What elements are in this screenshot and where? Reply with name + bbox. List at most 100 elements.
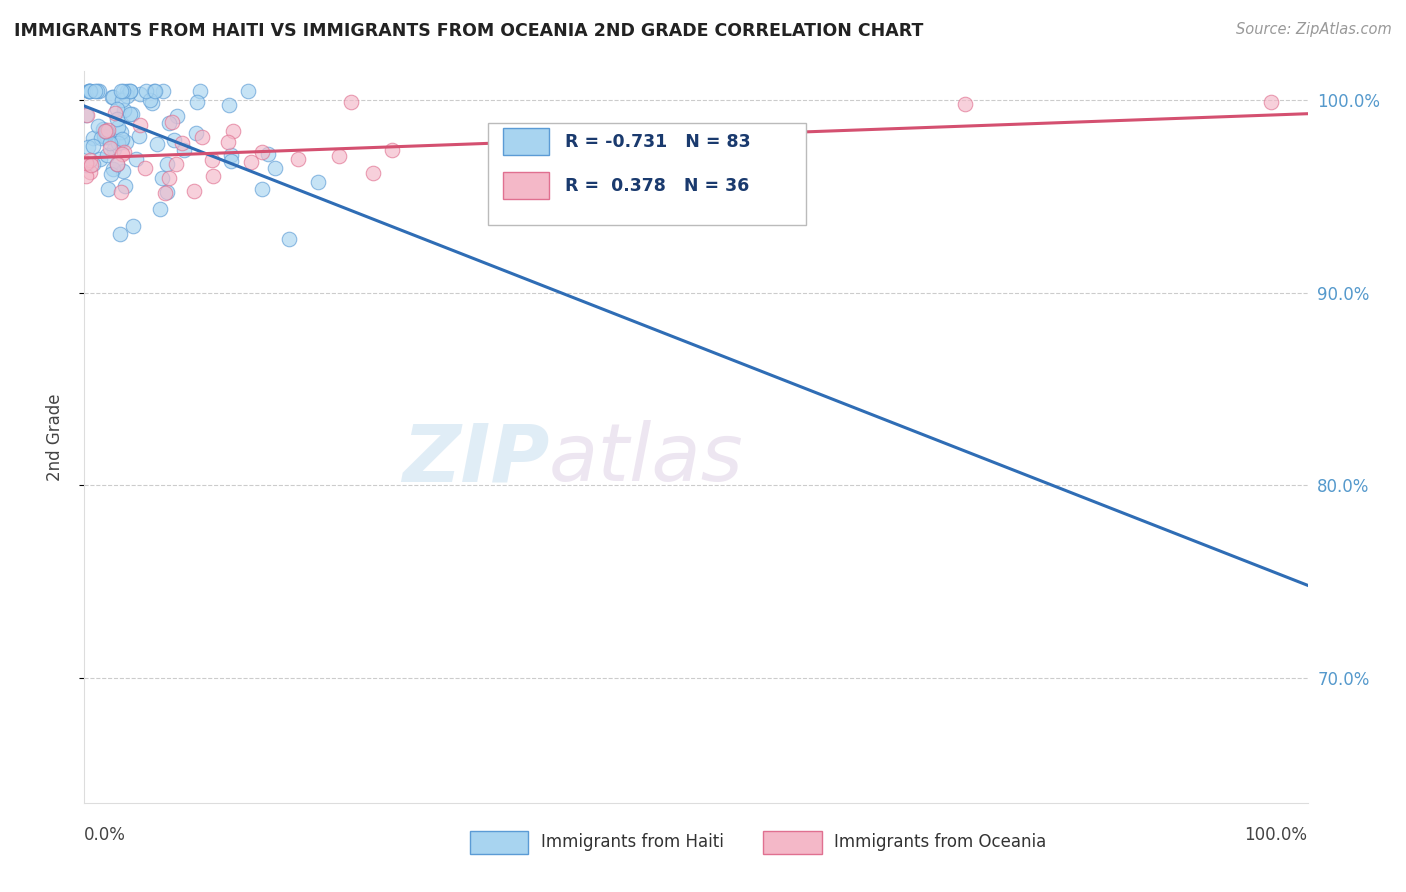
Point	[105, 103, 128, 117]
Point	[129, 118, 152, 132]
Point	[118, 84, 141, 98]
Point	[75, 108, 97, 122]
Point	[129, 87, 152, 102]
Point	[111, 164, 134, 178]
Point	[160, 115, 183, 129]
Point	[96, 123, 118, 137]
Point	[143, 85, 166, 99]
Point	[79, 84, 101, 98]
Point	[90, 131, 112, 145]
Point	[381, 143, 404, 157]
Text: IMMIGRANTS FROM HAITI VS IMMIGRANTS FROM OCEANIA 2ND GRADE CORRELATION CHART: IMMIGRANTS FROM HAITI VS IMMIGRANTS FROM…	[14, 22, 924, 40]
Point	[110, 135, 132, 149]
Point	[82, 157, 104, 171]
Point	[77, 84, 100, 98]
FancyBboxPatch shape	[763, 830, 823, 854]
Point	[93, 122, 115, 136]
Text: 0.0%: 0.0%	[84, 826, 127, 844]
Point	[79, 153, 101, 167]
Point	[121, 107, 143, 121]
Text: Immigrants from Oceania: Immigrants from Oceania	[834, 833, 1046, 851]
Point	[166, 109, 188, 123]
Point	[307, 176, 329, 190]
Point	[1260, 95, 1282, 110]
Point	[101, 89, 124, 103]
Point	[156, 185, 179, 199]
Point	[139, 93, 162, 107]
Point	[115, 84, 138, 98]
Point	[278, 232, 301, 246]
Point	[163, 132, 186, 146]
Point	[75, 169, 97, 183]
Point	[236, 84, 259, 98]
Text: R = -0.731   N = 83: R = -0.731 N = 83	[565, 133, 751, 151]
Point	[221, 148, 243, 162]
Point	[256, 147, 278, 161]
Point	[96, 130, 118, 145]
Point	[159, 170, 181, 185]
Point	[110, 84, 132, 98]
Point	[107, 120, 129, 134]
Text: 100.0%: 100.0%	[1244, 826, 1308, 844]
Text: Source: ZipAtlas.com: Source: ZipAtlas.com	[1236, 22, 1392, 37]
Point	[79, 165, 101, 179]
Point	[188, 84, 211, 98]
Point	[141, 96, 163, 111]
Point	[128, 128, 150, 143]
Text: Immigrants from Haiti: Immigrants from Haiti	[541, 833, 724, 851]
Point	[82, 131, 104, 145]
Point	[201, 153, 224, 167]
Point	[222, 123, 245, 137]
Point	[104, 106, 127, 120]
Point	[105, 157, 128, 171]
FancyBboxPatch shape	[488, 122, 806, 225]
Point	[218, 98, 240, 112]
Point	[111, 147, 134, 161]
Point	[89, 152, 111, 166]
Point	[101, 89, 124, 103]
Text: R =  0.378   N = 36: R = 0.378 N = 36	[565, 178, 749, 195]
Point	[165, 156, 187, 170]
FancyBboxPatch shape	[503, 128, 550, 155]
Point	[76, 108, 98, 122]
Point	[98, 136, 121, 150]
Point	[134, 161, 156, 175]
Point	[153, 186, 176, 200]
Y-axis label: 2nd Grade: 2nd Grade	[45, 393, 63, 481]
Point	[184, 127, 207, 141]
Point	[101, 161, 124, 176]
Point	[953, 97, 976, 112]
Point	[149, 202, 172, 216]
Point	[75, 156, 97, 170]
Point	[122, 219, 145, 234]
Point	[217, 136, 239, 150]
Point	[112, 103, 135, 117]
Point	[115, 89, 138, 103]
Point	[250, 182, 273, 196]
Point	[97, 122, 120, 136]
Point	[103, 142, 125, 156]
Point	[118, 84, 141, 98]
Point	[77, 84, 100, 98]
Point	[170, 136, 193, 150]
Point	[287, 152, 309, 166]
Point	[219, 153, 242, 168]
Point	[361, 166, 384, 180]
Point	[202, 169, 225, 183]
Point	[183, 184, 205, 198]
Point	[105, 112, 128, 126]
Point	[108, 227, 131, 241]
Point	[157, 116, 180, 130]
FancyBboxPatch shape	[503, 171, 550, 199]
Point	[87, 84, 110, 98]
Point	[111, 93, 134, 107]
Point	[112, 145, 135, 159]
Point	[191, 130, 214, 145]
Point	[114, 178, 136, 193]
FancyBboxPatch shape	[470, 830, 529, 854]
Point	[328, 149, 350, 163]
Point	[94, 124, 117, 138]
Point	[86, 84, 108, 98]
Point	[97, 181, 120, 195]
Point	[96, 125, 118, 139]
